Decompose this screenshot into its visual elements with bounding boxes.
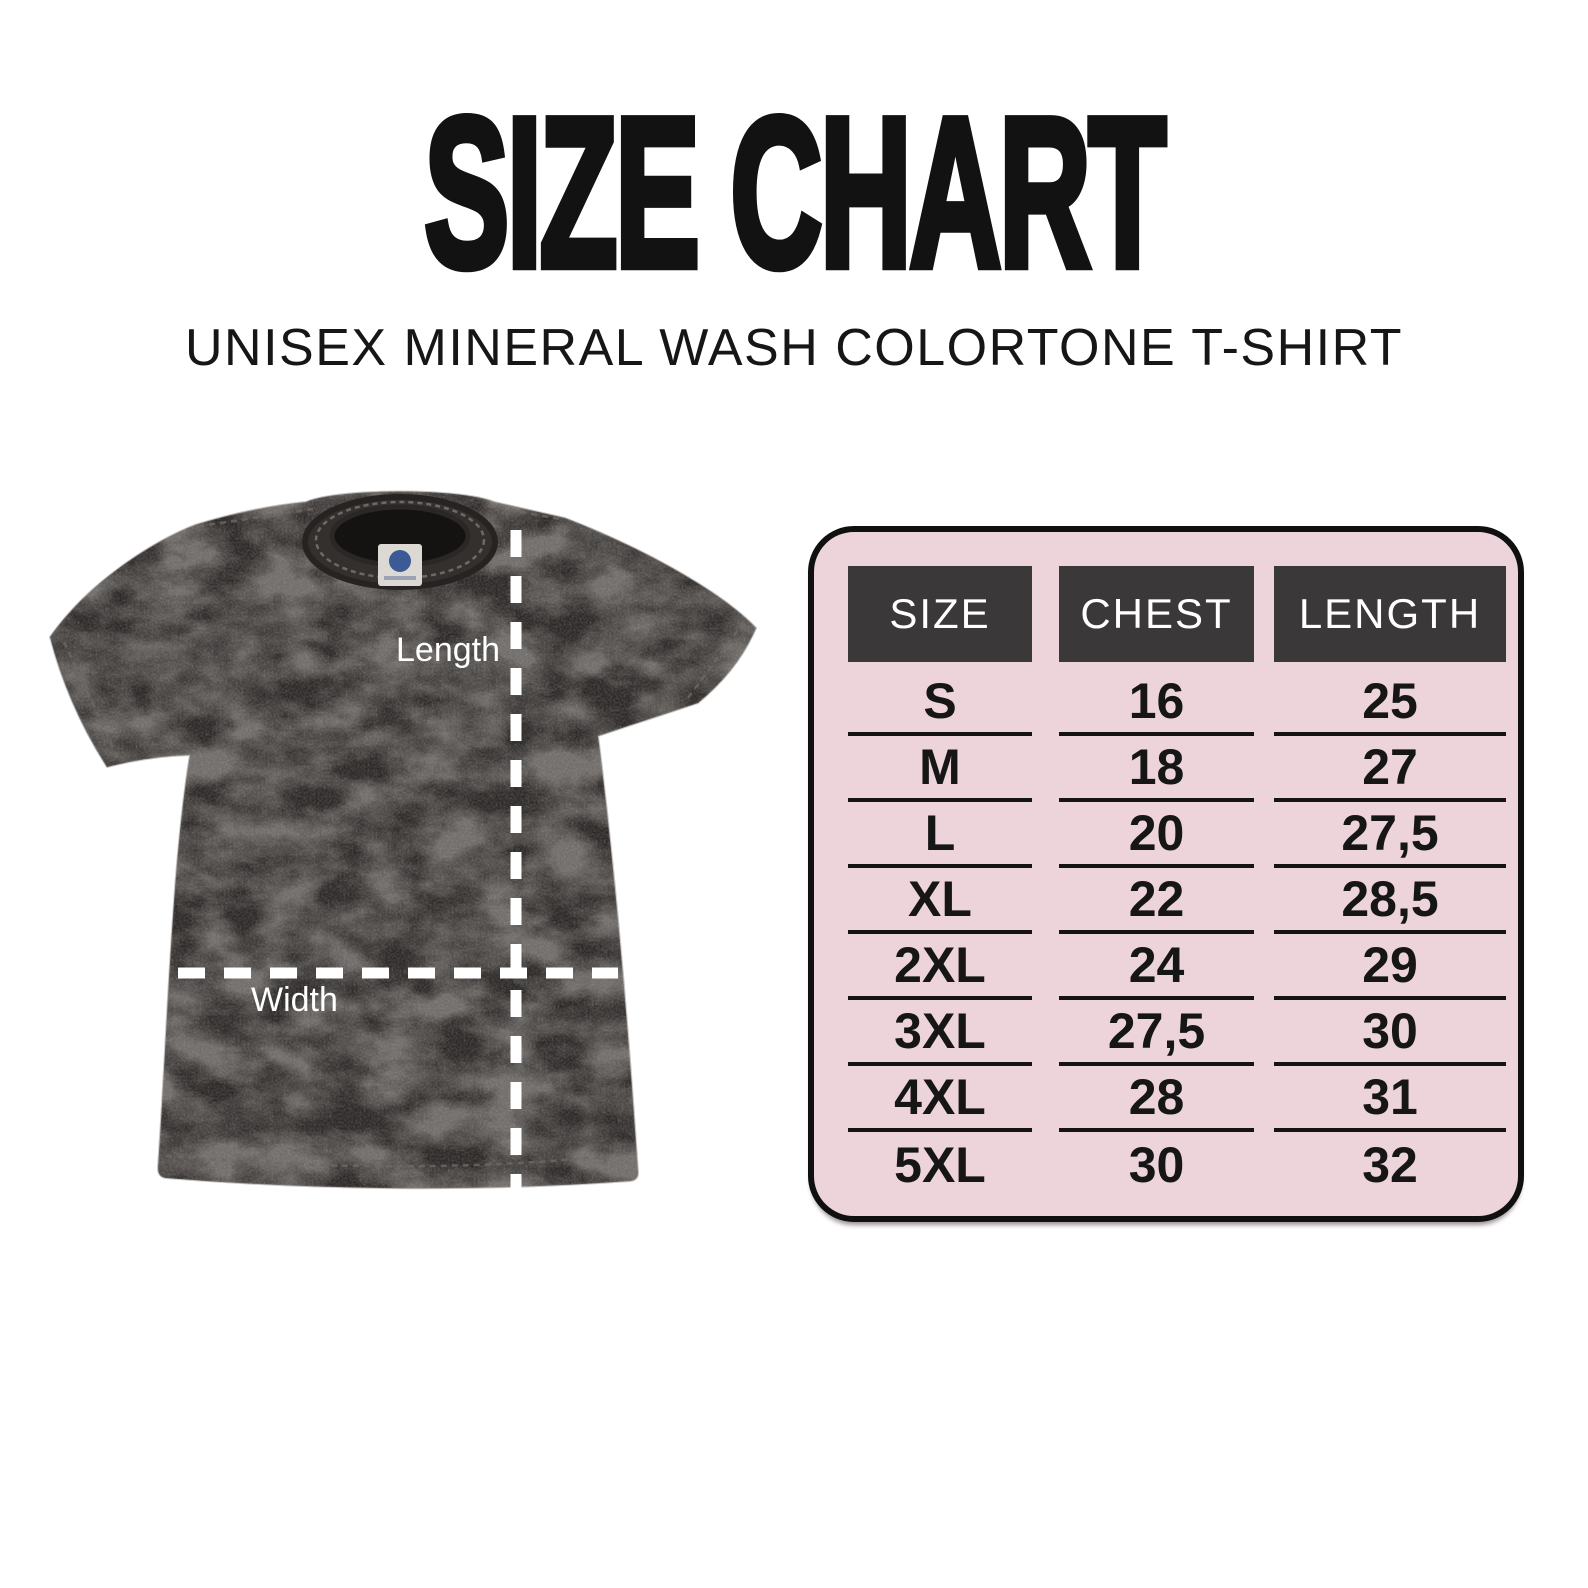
cell-length: 28,5 xyxy=(1274,868,1506,934)
cell-chest: 27,5 xyxy=(1059,1000,1254,1066)
page-subtitle: UNISEX MINERAL WASH COLORTONE T-SHIRT xyxy=(184,319,1403,377)
neck-label xyxy=(378,544,422,586)
cell-size: 5XL xyxy=(894,1137,986,1193)
cell-chest: 24 xyxy=(1059,934,1254,1000)
cell-size: L xyxy=(848,802,1032,868)
size-table-header: SIZE CHEST LENGTH xyxy=(848,566,1518,662)
cell-length: 32 xyxy=(1362,1137,1418,1193)
stitch-lines xyxy=(62,504,746,1168)
size-table-body: S 16 25 M 18 27 L 20 27,5 XL 22 28,5 2XL… xyxy=(848,670,1518,1198)
cell-length: 29 xyxy=(1274,934,1506,1000)
cell-size: 2XL xyxy=(848,934,1032,1000)
cell-chest: 30 xyxy=(1128,1137,1185,1193)
cell-size: S xyxy=(848,670,1032,736)
cell-size: XL xyxy=(848,868,1032,934)
cell-length: 31 xyxy=(1274,1066,1506,1132)
cell-size: 3XL xyxy=(848,1000,1032,1066)
cell-size: M xyxy=(848,736,1032,802)
tshirt-measurement-diagram: Length Width xyxy=(38,462,778,1197)
cell-chest: 22 xyxy=(1059,868,1254,934)
fabric-grain-texture xyxy=(49,490,757,1190)
cell-chest: 16 xyxy=(1059,670,1254,736)
cell-chest: 18 xyxy=(1059,736,1254,802)
length-label: Length xyxy=(396,631,500,669)
tshirt-body: Length Width xyxy=(48,490,758,1192)
header-cell-length: LENGTH xyxy=(1274,566,1506,662)
page-title: SIZE CHART xyxy=(422,69,1169,316)
cell-length: 27,5 xyxy=(1274,802,1506,868)
cell-chest: 28 xyxy=(1059,1066,1254,1132)
tshirt-image: Length Width xyxy=(48,490,758,1192)
collar xyxy=(302,494,498,590)
size-table: SIZE CHEST LENGTH S 16 25 M 18 27 L 20 2… xyxy=(808,526,1524,1222)
cell-size: 4XL xyxy=(848,1066,1032,1132)
cell-length: 25 xyxy=(1274,670,1506,736)
cell-length: 30 xyxy=(1274,1000,1506,1066)
cell-chest: 20 xyxy=(1059,802,1254,868)
width-label: Width xyxy=(251,981,338,1019)
header-cell-size: SIZE xyxy=(848,566,1032,662)
cell-length: 27 xyxy=(1274,736,1506,802)
header-cell-chest: CHEST xyxy=(1059,566,1254,662)
